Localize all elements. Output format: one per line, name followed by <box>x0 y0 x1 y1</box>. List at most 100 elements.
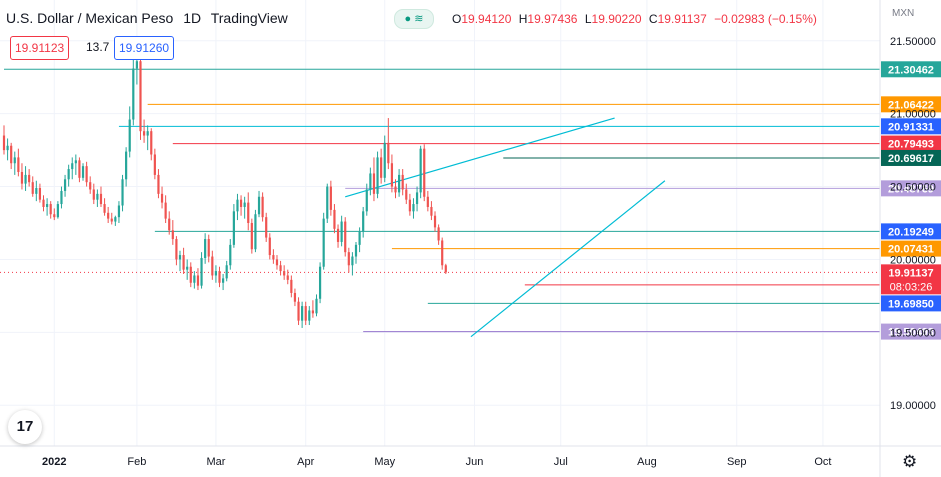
candle-body <box>415 192 419 205</box>
candle-body <box>423 148 426 197</box>
candle-body <box>74 160 77 164</box>
level-label-bg <box>881 135 941 152</box>
candle-body <box>239 199 243 207</box>
candle-body <box>351 256 354 266</box>
level-label: 20.48769 <box>888 183 934 195</box>
level-label-bg <box>881 240 941 257</box>
eye-icon[interactable]: ● ≋ <box>394 9 434 29</box>
candle-body <box>49 204 52 215</box>
candle-body <box>107 212 110 219</box>
candle-body <box>383 142 386 178</box>
candle-body <box>290 279 293 293</box>
candle-body <box>347 252 350 266</box>
candle-body <box>344 221 347 253</box>
candle-body <box>139 61 142 132</box>
time-tick-label: Apr <box>297 456 314 468</box>
candle-body <box>362 211 365 232</box>
candle-body <box>444 265 447 273</box>
interval-label[interactable]: 1D <box>183 10 202 26</box>
level-label-bg <box>881 96 941 113</box>
last-price-label-bg <box>881 264 941 295</box>
time-tick-label: Mar <box>206 456 225 468</box>
level-label-bg <box>881 323 941 340</box>
chart-header: U.S. Dollar / Mexican Peso 1D TradingVie… <box>6 10 294 26</box>
candle-body <box>204 239 207 258</box>
candle-body <box>150 131 153 155</box>
level-label: 20.19249 <box>888 226 934 238</box>
candle-body <box>405 189 408 200</box>
candle-body <box>13 157 16 164</box>
candle-body <box>171 230 174 240</box>
candle-body <box>60 190 63 205</box>
candle-body <box>340 221 343 242</box>
tradingview-logo-icon[interactable]: 17 <box>8 410 42 444</box>
time-tick-label: Feb <box>127 456 146 468</box>
candle-body <box>293 292 297 302</box>
candle-body <box>297 301 300 321</box>
time-tick-label: Sep <box>727 456 747 468</box>
candle-body <box>250 223 253 250</box>
candle-body <box>315 298 318 314</box>
candle-body <box>20 171 24 184</box>
candle-body <box>160 193 164 203</box>
currency-label[interactable]: MXN <box>892 8 915 19</box>
level-label: 20.79493 <box>888 139 934 151</box>
candle-body <box>308 310 311 321</box>
trend-line <box>345 117 615 198</box>
candle-body <box>207 239 210 257</box>
candle-body <box>279 265 282 272</box>
sell-price-box[interactable]: 19.91123 <box>10 36 70 60</box>
candle-body <box>193 275 196 283</box>
time-tick-label: 2022 <box>42 456 66 468</box>
candle-body <box>186 266 189 270</box>
candle-body <box>394 186 397 193</box>
candle-body <box>178 255 182 260</box>
brand-label: TradingView <box>210 10 288 26</box>
candle-body <box>257 196 261 215</box>
candle-body <box>42 199 45 207</box>
level-label: 19.69850 <box>888 298 934 310</box>
price-tick-label: 21.00000 <box>890 109 936 121</box>
candle-body <box>103 204 106 213</box>
price-tick-label: 19.50000 <box>890 327 936 339</box>
symbol-title[interactable]: U.S. Dollar / Mexican Peso <box>6 10 174 26</box>
level-label-bg <box>881 223 941 240</box>
candle-body <box>261 196 264 218</box>
level-label: 20.69617 <box>888 153 934 165</box>
candle-body <box>164 202 167 219</box>
candle-body <box>157 174 160 194</box>
change-value: −0.02983 (−0.15%) <box>714 12 817 26</box>
candle-body <box>408 199 411 212</box>
candle-body <box>2 135 6 151</box>
candle-body <box>67 169 70 180</box>
candle-body <box>390 163 394 187</box>
candle-body <box>56 204 59 218</box>
candle-body <box>265 217 268 238</box>
candle-body <box>232 211 235 245</box>
candle-body <box>412 204 415 212</box>
candle-body <box>286 275 289 280</box>
candle-body <box>200 257 203 286</box>
grid <box>0 0 880 446</box>
candle-body <box>272 255 275 260</box>
buy-price-box[interactable]: 19.91260 <box>114 36 175 60</box>
gear-icon[interactable]: ⚙ <box>902 452 918 471</box>
candle-body <box>96 193 99 200</box>
candle-body <box>128 119 131 152</box>
candle-body <box>121 179 124 206</box>
candle-body <box>53 214 56 218</box>
candle-body <box>268 237 271 256</box>
candle-body <box>322 218 325 267</box>
candle-body <box>81 166 85 178</box>
level-label-bg <box>881 295 941 312</box>
candle-body <box>401 174 404 190</box>
candle-body <box>196 275 200 286</box>
candle-body <box>247 202 250 223</box>
time-tick-label: Aug <box>637 456 657 468</box>
close-value: 19.91137 <box>657 12 707 26</box>
candle-body <box>153 154 156 175</box>
candle-body <box>426 196 429 207</box>
time-tick-label: Jun <box>466 456 484 468</box>
